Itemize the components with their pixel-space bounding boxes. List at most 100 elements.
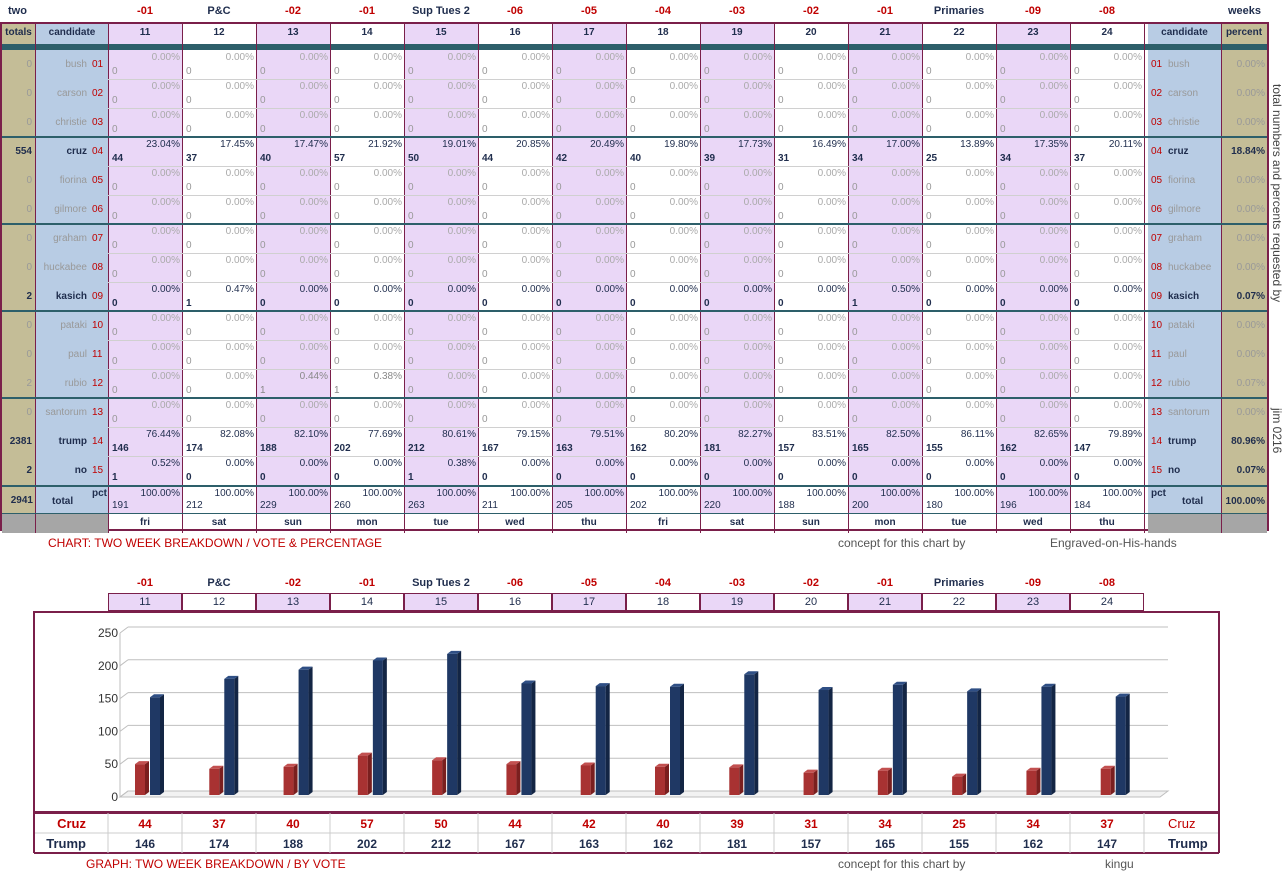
group-separator — [2, 397, 1267, 399]
bar-cruz — [580, 762, 595, 795]
cell-votes: 0 — [334, 472, 340, 483]
cell-percent: 0.00% — [1039, 371, 1068, 382]
cell-percent: 23.04% — [146, 139, 180, 150]
total-percent: 100.00% — [584, 488, 624, 499]
cell-percent: 13.89% — [960, 139, 994, 150]
cell-votes: 0 — [556, 240, 562, 251]
cell-votes: 0 — [482, 472, 488, 483]
chart-concept-label: concept for this chart by — [838, 536, 966, 550]
cell-votes: 0 — [852, 240, 858, 251]
cell-votes: 1 — [408, 472, 414, 483]
cell-percent: 17.73% — [738, 139, 772, 150]
candidate-total: 0 — [26, 407, 32, 418]
cell-percent: 0.00% — [373, 255, 402, 266]
chart-caption: CHART: TWO WEEK BREAKDOWN / VOTE & PERCE… — [48, 536, 383, 550]
candidate-index-right: 08 — [1151, 262, 1163, 273]
candidate-name: graham — [53, 233, 87, 244]
cell-percent: 82.08% — [220, 429, 254, 440]
cell-percent: 0.00% — [669, 255, 698, 266]
weekday-label: fri — [658, 517, 668, 528]
cell-percent: 0.00% — [1113, 313, 1142, 324]
cell-votes: 0 — [926, 95, 932, 106]
cell-votes: 25 — [926, 153, 938, 164]
total-percent: 100.00% — [806, 488, 846, 499]
cell-votes: 0 — [556, 211, 562, 222]
cruz-value: 37 — [1100, 817, 1114, 831]
total-votes: 229 — [260, 500, 277, 511]
cell-votes: 0 — [408, 327, 414, 338]
cell-percent: 0.00% — [891, 342, 920, 353]
total-percent: 100.00% — [288, 488, 328, 499]
row-divider — [108, 427, 1144, 428]
cell-percent: 0.00% — [447, 197, 476, 208]
gridline-side — [119, 659, 129, 667]
cell-percent: 0.00% — [225, 81, 254, 92]
cell-percent: 0.00% — [1113, 400, 1142, 411]
cell-percent: 0.00% — [817, 255, 846, 266]
cell-votes: 0 — [852, 66, 858, 77]
cell-percent: 19.80% — [664, 139, 698, 150]
cell-percent: 0.00% — [225, 458, 254, 469]
candidate-name-right: gilmore — [1168, 204, 1201, 215]
total-votes: 211 — [482, 500, 498, 511]
cell-votes: 0 — [482, 356, 488, 367]
trump-value: 167 — [505, 837, 525, 851]
cell-votes: 0 — [334, 182, 340, 193]
graph-header-label: -01 — [359, 577, 375, 589]
candidate-name-right: cruz — [1168, 146, 1189, 157]
totals-header: totals — [5, 27, 32, 38]
weekday-label: tue — [433, 517, 449, 528]
cell-percent: 0.00% — [521, 458, 550, 469]
cell-votes: 0 — [852, 182, 858, 193]
cruz-value: 57 — [360, 817, 374, 831]
graph-day-number: 15 — [404, 593, 478, 611]
candidate-percent: 0.00% — [1236, 262, 1265, 273]
weekday-label: wed — [505, 517, 525, 528]
cell-percent: 0.00% — [891, 400, 920, 411]
total-votes: 188 — [778, 500, 795, 511]
cell-percent: 17.35% — [1034, 139, 1068, 150]
row-divider — [108, 108, 1144, 109]
cell-votes: 0 — [926, 124, 932, 135]
cell-percent: 0.00% — [743, 52, 772, 63]
bar-trump — [595, 683, 610, 795]
cell-votes: 44 — [482, 153, 494, 164]
cell-votes: 0 — [852, 95, 858, 106]
cell-votes: 0 — [334, 95, 340, 106]
cell-votes: 0 — [556, 298, 562, 309]
cruz-value: 50 — [434, 817, 448, 831]
y-tick-label: 100 — [98, 724, 118, 738]
cell-percent: 20.85% — [516, 139, 550, 150]
cell-votes: 0 — [408, 66, 414, 77]
cell-votes: 146 — [112, 443, 129, 454]
group-separator — [2, 310, 1267, 312]
trump-value: 181 — [727, 837, 747, 851]
candidate-name: cruz — [66, 146, 87, 157]
column-divider — [108, 24, 109, 533]
cell-votes: 0 — [704, 356, 710, 367]
candidate-total: 0 — [26, 233, 32, 244]
cell-percent: 0.00% — [373, 458, 402, 469]
cell-percent: 0.00% — [891, 52, 920, 63]
cell-votes: 0 — [186, 124, 192, 135]
cell-percent: 0.00% — [669, 197, 698, 208]
cell-percent: 0.00% — [1113, 284, 1142, 295]
gridline-side — [119, 725, 129, 732]
cell-percent: 0.00% — [151, 255, 180, 266]
cell-percent: 0.00% — [891, 313, 920, 324]
graph-day-number: 21 — [848, 593, 922, 611]
y-tick-label: 50 — [105, 757, 119, 771]
graph-header-label: P&C — [207, 577, 231, 589]
bar-trump — [1041, 683, 1056, 795]
cell-percent: 0.00% — [447, 371, 476, 382]
cell-percent: 0.00% — [521, 81, 550, 92]
cell-votes: 0 — [778, 95, 784, 106]
column-divider — [1070, 24, 1071, 533]
candidate-name-right: christie — [1168, 117, 1200, 128]
cell-votes: 0 — [186, 66, 192, 77]
cell-votes: 0 — [1074, 327, 1080, 338]
cell-percent: 0.00% — [965, 313, 994, 324]
cell-votes: 0 — [778, 66, 784, 77]
cell-votes: 0 — [926, 182, 932, 193]
cell-percent: 0.00% — [225, 52, 254, 63]
